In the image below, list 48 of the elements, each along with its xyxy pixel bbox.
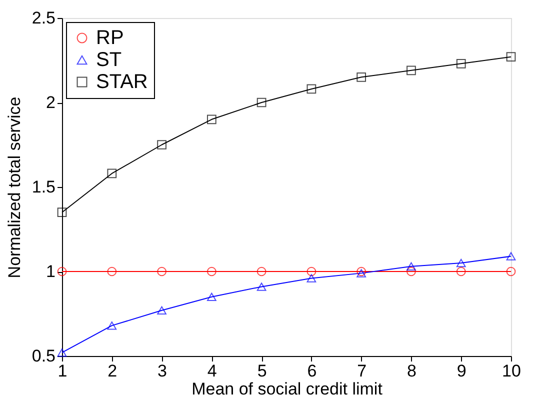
legend-label: STAR	[96, 71, 148, 93]
x-tick-label: 1	[58, 362, 68, 380]
point	[406, 262, 416, 271]
point	[157, 306, 166, 314]
point	[157, 266, 166, 276]
point	[506, 52, 516, 62]
x-tick-label: 9	[456, 362, 466, 380]
point	[356, 269, 366, 278]
legend-label: RP	[96, 27, 124, 49]
y-axis-title: Normalized total service	[4, 96, 24, 278]
point	[107, 266, 117, 276]
point	[206, 114, 216, 124]
x-axis-title: Mean of social credit limit	[192, 380, 383, 398]
point	[456, 258, 466, 268]
x-tick-label: 8	[406, 362, 416, 380]
point	[256, 266, 266, 276]
point	[506, 252, 516, 260]
x-tick-label: 5	[257, 362, 267, 380]
y-tick-label: 1	[46, 262, 56, 281]
point	[306, 274, 316, 282]
point	[306, 84, 316, 94]
y-tick-label: 2.5	[32, 8, 56, 28]
point	[456, 58, 466, 68]
point	[57, 208, 67, 218]
point	[356, 72, 366, 82]
x-tick-label: 3	[158, 362, 168, 380]
point	[107, 168, 117, 178]
y-tick-label: 1.5	[32, 178, 56, 196]
point	[506, 266, 516, 276]
x-tick-label: 4	[207, 362, 217, 380]
x-tick-label: 10	[502, 362, 521, 380]
point	[206, 266, 216, 276]
point	[107, 321, 117, 330]
point	[157, 140, 166, 150]
x-tick-label: 7	[357, 362, 367, 380]
point	[57, 266, 67, 276]
point	[306, 266, 316, 276]
y-tick-label: 2	[46, 93, 56, 112]
point	[256, 282, 266, 291]
point	[256, 98, 266, 108]
point	[406, 266, 416, 276]
x-tick-label: 6	[307, 362, 317, 380]
point	[456, 266, 466, 276]
legend-label: ST	[96, 49, 122, 71]
point	[206, 292, 216, 301]
y-tick-label: 0.5	[32, 346, 56, 366]
x-tick-label: 2	[108, 362, 118, 380]
point	[406, 66, 416, 76]
